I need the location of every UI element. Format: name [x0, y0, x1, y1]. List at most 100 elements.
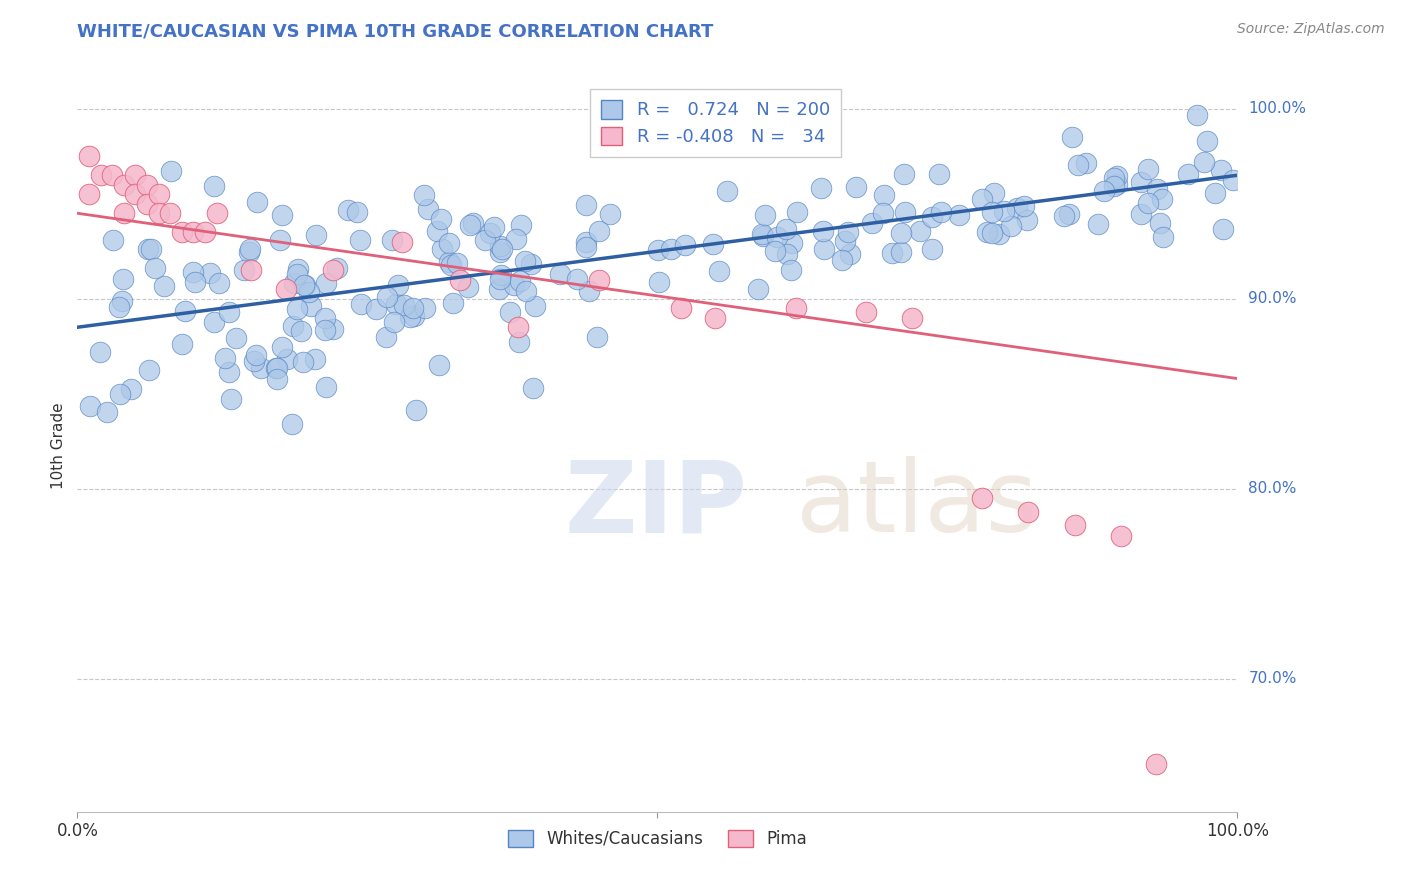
Point [110, 294, 132, 309]
Point [1130, 207, 1153, 221]
Point [138, 363, 160, 377]
Text: 70.0%: 70.0% [1249, 672, 1296, 686]
Point [135, 196, 157, 211]
Point [976, 225, 998, 239]
Point [153, 279, 176, 293]
Point [1018, 504, 1040, 518]
Point [1152, 192, 1174, 206]
Point [716, 184, 738, 198]
Point [901, 310, 924, 325]
Point [1053, 209, 1076, 223]
Point [575, 235, 598, 249]
Point [437, 255, 460, 269]
Point [754, 208, 776, 222]
Point [214, 351, 236, 366]
Point [508, 335, 530, 350]
Point [101, 233, 124, 247]
Point [813, 242, 835, 256]
Point [264, 360, 287, 375]
Point [441, 295, 464, 310]
Text: 100.0%: 100.0% [1249, 102, 1306, 116]
Point [181, 265, 204, 279]
Point [1137, 162, 1160, 177]
Point [413, 301, 436, 315]
Point [780, 235, 803, 250]
Point [349, 233, 371, 247]
Point [585, 330, 607, 344]
Point [1212, 222, 1234, 236]
Point [238, 245, 260, 260]
Point [124, 168, 146, 182]
Point [375, 289, 398, 303]
Point [364, 302, 387, 317]
Point [489, 239, 512, 253]
Point [283, 319, 305, 334]
Point [148, 206, 170, 220]
Point [1209, 163, 1232, 178]
Point [520, 257, 543, 271]
Point [96, 405, 118, 419]
Point [283, 276, 305, 290]
Point [575, 240, 598, 254]
Point [200, 266, 222, 280]
Point [704, 310, 727, 325]
Point [174, 304, 197, 318]
Point [194, 225, 217, 239]
Point [225, 331, 247, 345]
Point [398, 310, 420, 325]
Point [271, 208, 294, 222]
Point [107, 300, 129, 314]
Point [1074, 156, 1097, 170]
Point [491, 268, 513, 283]
Point [274, 282, 298, 296]
Point [972, 491, 994, 506]
Point [159, 206, 181, 220]
Point [669, 301, 692, 316]
Point [766, 230, 789, 244]
Point [124, 187, 146, 202]
Point [250, 360, 273, 375]
Point [983, 186, 1005, 201]
Point [298, 285, 321, 299]
Point [458, 219, 481, 233]
Point [509, 274, 531, 288]
Point [970, 192, 993, 206]
Point [446, 256, 468, 270]
Point [430, 212, 453, 227]
Y-axis label: 10th Grade: 10th Grade [51, 402, 66, 490]
Text: WHITE/CAUCASIAN VS PIMA 10TH GRADE CORRELATION CHART: WHITE/CAUCASIAN VS PIMA 10TH GRADE CORRE… [77, 22, 714, 40]
Point [266, 372, 288, 386]
Point [893, 167, 915, 181]
Point [218, 365, 240, 379]
Point [239, 242, 262, 256]
Point [484, 220, 506, 235]
Point [205, 206, 228, 220]
Point [702, 237, 724, 252]
Point [276, 351, 298, 366]
Point [981, 226, 1004, 240]
Point [112, 178, 135, 192]
Point [1204, 186, 1226, 200]
Point [502, 277, 524, 292]
Point [673, 237, 696, 252]
Point [391, 235, 413, 249]
Point [77, 187, 100, 202]
Point [752, 228, 775, 243]
Point [921, 243, 943, 257]
Point [647, 243, 669, 257]
Point [860, 216, 883, 230]
Point [285, 302, 308, 317]
Point [499, 305, 522, 319]
Point [405, 403, 427, 417]
Point [890, 244, 912, 259]
Point [948, 208, 970, 222]
Point [287, 261, 309, 276]
Point [747, 282, 769, 296]
Point [110, 387, 132, 401]
Point [491, 242, 513, 256]
Point [112, 206, 135, 220]
Point [834, 234, 856, 248]
Point [548, 267, 571, 281]
Point [474, 233, 496, 247]
Point [659, 242, 682, 256]
